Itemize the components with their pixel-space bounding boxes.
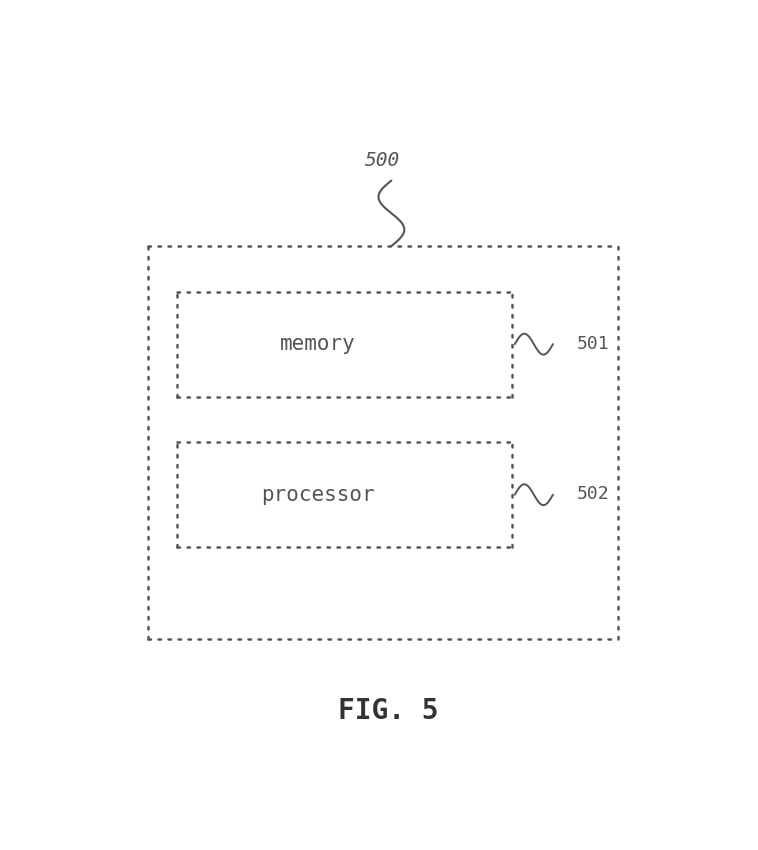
Text: processor: processor xyxy=(261,484,374,505)
Text: 501: 501 xyxy=(577,335,609,353)
Text: FIG. 5: FIG. 5 xyxy=(338,697,439,725)
Text: 502: 502 xyxy=(577,485,609,503)
Text: memory: memory xyxy=(280,334,356,354)
Text: 500: 500 xyxy=(365,151,400,170)
